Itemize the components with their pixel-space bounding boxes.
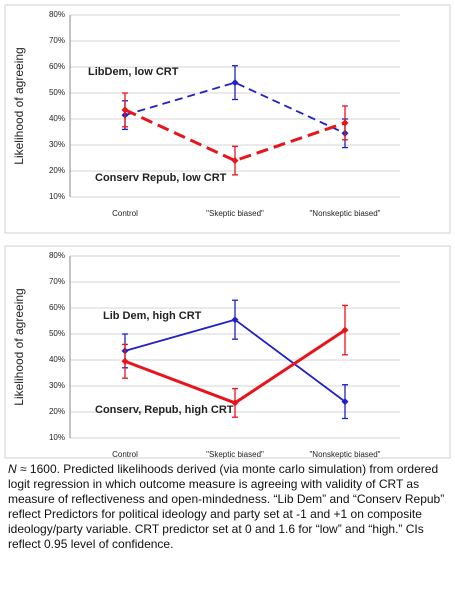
y-tick-label: 20% — [49, 407, 65, 416]
y-tick-label: 50% — [49, 329, 65, 338]
x-tick-label: "Skeptic biased" — [206, 450, 264, 459]
series-line — [124, 108, 346, 163]
x-tick-label: "Nonskeptic biased" — [309, 450, 380, 459]
caption: N ≈ 1600. Predicted likelihoods derived … — [8, 462, 448, 552]
chart-frame — [4, 4, 451, 234]
y-tick-label: 20% — [49, 166, 65, 175]
charts: 10% 20% 30% 40% 50% 60% 70% 80% Likelihood of ag… — [4, 4, 451, 459]
y-tick-label: 60% — [49, 303, 65, 312]
data-point — [231, 79, 239, 87]
series-label: Conserv, Repub, high CRT — [95, 404, 234, 416]
y-axis-title: Likelihood of agreeing — [12, 47, 26, 164]
y-axis-title: Likelihood of agreeing — [12, 288, 26, 405]
data-point — [341, 398, 349, 406]
caption-text: ≈ 1600. Predicted likelihoods derived (v… — [8, 462, 445, 551]
y-tick-label: 50% — [49, 88, 65, 97]
y-tick-label: 80% — [49, 10, 65, 19]
series-label: Lib Dem, high CRT — [103, 310, 202, 322]
data-point — [341, 326, 349, 334]
y-tick-label: 30% — [49, 140, 65, 149]
x-tick-label: "Nonskeptic biased" — [309, 209, 380, 218]
data-point — [231, 399, 239, 407]
data-point — [121, 357, 129, 365]
data-point — [231, 316, 239, 324]
y-tick-label: 80% — [49, 251, 65, 260]
chart-frame — [4, 245, 451, 459]
y-tick-label: 10% — [49, 192, 65, 201]
series-label: Conserv Repub, low CRT — [95, 172, 227, 184]
data-point — [231, 157, 239, 165]
series-label: LibDem, low CRT — [88, 66, 179, 78]
data-point — [341, 119, 349, 127]
y-tick-label: 10% — [49, 433, 65, 442]
data-point — [121, 106, 129, 114]
y-tick-label: 70% — [49, 277, 65, 286]
y-tick-label: 60% — [49, 62, 65, 71]
x-tick-label: "Skeptic biased" — [206, 209, 264, 218]
y-tick-label: 70% — [49, 36, 65, 45]
x-tick-label: Control — [112, 450, 138, 459]
y-tick-label: 40% — [49, 114, 65, 123]
caption-n: N — [8, 462, 17, 476]
y-tick-label: 40% — [49, 355, 65, 364]
x-tick-label: Control — [112, 209, 138, 218]
y-tick-label: 30% — [49, 381, 65, 390]
series-line — [124, 81, 346, 135]
